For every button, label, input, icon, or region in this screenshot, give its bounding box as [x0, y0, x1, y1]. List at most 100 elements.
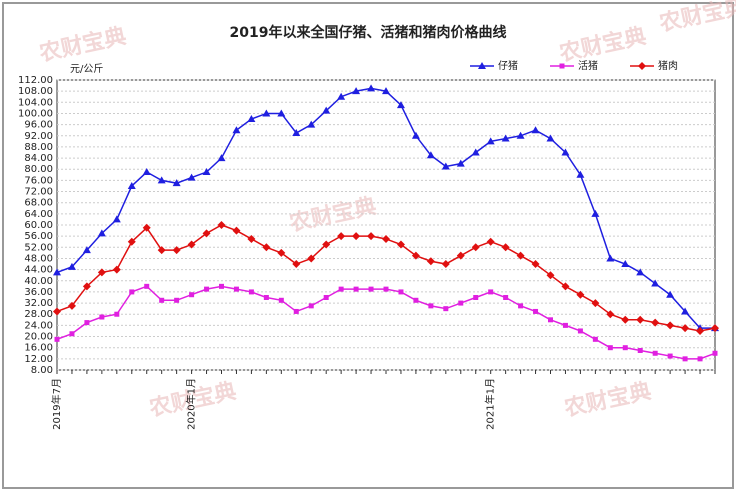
- y-tick-label: 68.00: [24, 198, 53, 209]
- marker: [187, 240, 196, 249]
- marker: [591, 209, 600, 217]
- marker: [217, 154, 226, 162]
- marker: [696, 326, 705, 335]
- x-tick-label: 2020年1月: [185, 378, 198, 430]
- marker: [382, 234, 390, 243]
- marker: [367, 232, 376, 241]
- y-tick-label: 40.00: [24, 276, 53, 287]
- marker: [501, 243, 510, 252]
- marker: [636, 315, 645, 324]
- y-tick-label: 80.00: [24, 164, 53, 175]
- marker: [443, 306, 449, 312]
- marker: [473, 295, 479, 300]
- y-tick-label: 112.00: [18, 75, 53, 86]
- marker: [278, 297, 284, 303]
- marker: [501, 134, 510, 142]
- marker: [382, 87, 390, 95]
- marker: [322, 106, 331, 114]
- marker: [157, 176, 166, 184]
- marker: [486, 137, 495, 145]
- marker: [561, 282, 570, 291]
- marker: [411, 251, 420, 260]
- marker: [652, 350, 658, 356]
- marker: [202, 168, 211, 176]
- marker: [263, 295, 269, 300]
- marker: [561, 148, 570, 156]
- marker: [651, 279, 660, 287]
- marker: [277, 109, 286, 117]
- marker: [292, 128, 301, 136]
- legend-label: 活猪: [578, 60, 598, 72]
- marker: [396, 240, 405, 249]
- marker: [67, 262, 76, 270]
- marker: [368, 286, 374, 292]
- marker: [606, 254, 615, 262]
- chart-title: 2019年以来全国仔猪、活猪和猪肉价格曲线: [230, 24, 507, 41]
- marker: [546, 134, 555, 142]
- y-tick-label: 96.00: [24, 120, 53, 131]
- marker: [323, 295, 329, 300]
- marker: [142, 223, 151, 232]
- marker: [54, 336, 60, 342]
- marker: [426, 151, 435, 159]
- y-tick-label: 28.00: [24, 309, 53, 320]
- marker: [277, 248, 286, 257]
- y-tick-label: 36.00: [24, 287, 53, 298]
- marker: [503, 295, 509, 300]
- marker: [82, 282, 91, 291]
- marker: [681, 307, 690, 315]
- marker: [518, 303, 524, 309]
- x-tick-label: 2021年1月: [484, 378, 497, 430]
- marker: [217, 221, 226, 229]
- marker: [576, 170, 585, 178]
- y-tick-label: 104.00: [18, 97, 53, 108]
- marker: [486, 237, 495, 246]
- marker: [204, 286, 210, 292]
- y-tick-label: 24.00: [24, 320, 53, 331]
- marker: [114, 311, 120, 317]
- marker: [428, 303, 434, 309]
- marker: [172, 179, 181, 187]
- marker: [383, 286, 389, 292]
- marker: [144, 283, 150, 289]
- marker: [682, 356, 688, 362]
- marker: [99, 314, 105, 320]
- marker: [307, 254, 316, 263]
- marker: [97, 229, 106, 237]
- marker: [488, 289, 494, 295]
- series: [53, 221, 719, 335]
- marker: [248, 289, 254, 295]
- marker: [516, 131, 525, 139]
- marker: [97, 268, 106, 277]
- y-tick-label: 20.00: [24, 332, 53, 343]
- marker: [531, 260, 540, 269]
- y-tick-label: 100.00: [18, 108, 53, 119]
- y-tick-label: 76.00: [24, 175, 53, 186]
- marker: [533, 308, 539, 314]
- marker: [666, 290, 675, 298]
- marker: [112, 215, 121, 223]
- marker: [458, 300, 464, 306]
- y-tick-label: 64.00: [24, 209, 53, 220]
- marker: [353, 286, 359, 292]
- marker: [322, 240, 331, 249]
- marker: [548, 317, 553, 323]
- y-tick-label: 56.00: [24, 231, 53, 242]
- marker: [637, 347, 643, 353]
- y-tick-label: 88.00: [24, 142, 53, 153]
- marker: [711, 324, 719, 333]
- marker: [307, 120, 316, 128]
- marker: [712, 350, 718, 356]
- marker: [84, 320, 90, 326]
- y-tick-label: 52.00: [24, 242, 53, 253]
- marker: [337, 92, 346, 100]
- marker: [478, 62, 486, 69]
- marker: [398, 289, 404, 295]
- x-tick-label: 2019年7月: [50, 378, 63, 430]
- marker: [562, 322, 568, 328]
- marker: [441, 162, 450, 170]
- marker: [666, 321, 675, 330]
- marker: [638, 62, 646, 70]
